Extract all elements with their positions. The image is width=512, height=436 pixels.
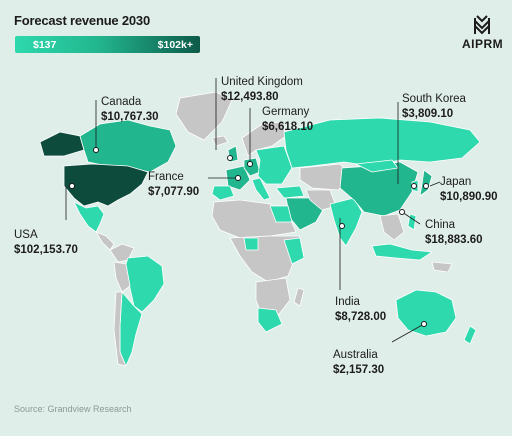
uk-name: United Kingdom: [221, 76, 303, 88]
japan-leader-line: [429, 181, 441, 187]
madagascar-region: [293, 287, 305, 307]
usa-region: [63, 163, 149, 207]
brand-name: AIPRM: [462, 37, 504, 51]
nigeria-region: [243, 237, 259, 251]
peru-region: [113, 261, 131, 293]
aiprm-logo-icon: [474, 15, 490, 35]
germany-value: $6,618.10: [262, 121, 314, 133]
iceland-region: [211, 135, 229, 147]
alaska-region: [39, 131, 85, 157]
india-marker: [339, 223, 345, 229]
japan-name: Japan: [440, 176, 472, 188]
south-africa-region: [257, 307, 283, 333]
se-asia-region: [379, 213, 405, 241]
australia-name: Australia: [333, 349, 378, 361]
papua-region: [431, 261, 453, 273]
france-value: $7,077.90: [148, 186, 200, 198]
indonesia-region: [371, 243, 433, 261]
south-korea-name: South Korea: [402, 93, 466, 105]
usa-value: $102,153.70: [14, 244, 78, 256]
legend-min-value: $137: [33, 39, 57, 51]
australia-value: $2,157.30: [333, 364, 385, 376]
canada-value: $10,767.30: [101, 111, 159, 123]
new-zealand-region: [463, 325, 477, 345]
legend-max-value: $102k+: [157, 39, 193, 51]
japan-label: Japan $10,890.90: [440, 175, 498, 205]
central-america-region: [95, 231, 115, 251]
egypt-region: [269, 205, 293, 223]
france-label: France $7,077.90: [148, 170, 199, 200]
china-label: China $18,883.60: [425, 218, 483, 248]
scandinavia-region: [241, 121, 287, 157]
eastern-europe-region: [255, 145, 293, 185]
turkey-region: [275, 185, 305, 199]
china-value: $18,883.60: [425, 234, 483, 246]
india-region: [329, 197, 363, 247]
china-leader-line: [401, 211, 421, 225]
france-marker: [235, 175, 241, 181]
color-scale-legend: $137 $102k+: [15, 36, 200, 53]
india-value: $8,728.00: [335, 311, 387, 323]
uk-marker: [227, 155, 233, 161]
chile-region: [113, 291, 127, 367]
japan-marker: [423, 183, 429, 189]
japan-value: $10,890.90: [440, 191, 498, 203]
south-korea-label: South Korea $3,809.10: [402, 92, 466, 122]
india-name: India: [335, 296, 360, 308]
south-korea-value: $3,809.10: [402, 108, 454, 120]
spain-region: [211, 185, 235, 201]
map-title: Forecast revenue 2030: [14, 13, 150, 28]
india-label: India $8,728.00: [335, 295, 386, 325]
australia-marker: [421, 321, 427, 327]
south-korea-marker: [411, 183, 417, 189]
germany-name: Germany: [262, 106, 310, 118]
russia-region: [283, 117, 481, 169]
germany-marker: [247, 161, 253, 167]
central-asia-region: [299, 163, 353, 191]
usa-label: USA $102,153.70: [14, 228, 78, 258]
east-africa-region: [283, 237, 305, 265]
france-name: France: [148, 171, 184, 183]
australia-leader-line: [391, 323, 425, 343]
china-marker: [399, 209, 405, 215]
usa-marker: [69, 183, 75, 189]
source-note: Source: Grandview Research: [14, 404, 132, 414]
canada-label: Canada $10,767.30: [101, 95, 159, 125]
canada-marker: [93, 147, 99, 153]
usa-name: USA: [14, 229, 38, 241]
philippines-region: [407, 213, 417, 231]
china-name: China: [425, 219, 456, 231]
colombia-region: [109, 243, 135, 263]
mexico-region: [73, 201, 105, 233]
greenland-region: [175, 91, 233, 141]
canada-name: Canada: [101, 96, 142, 108]
canada-region: [79, 119, 177, 173]
germany-label: Germany $6,618.10: [262, 105, 313, 135]
uk-label: United Kingdom $12,493.80: [221, 75, 303, 105]
australia-label: Australia $2,157.30: [333, 348, 384, 378]
uk-value: $12,493.80: [221, 91, 279, 103]
iran-region: [305, 189, 337, 211]
italy-region: [251, 177, 271, 201]
australia-region: [395, 289, 457, 337]
